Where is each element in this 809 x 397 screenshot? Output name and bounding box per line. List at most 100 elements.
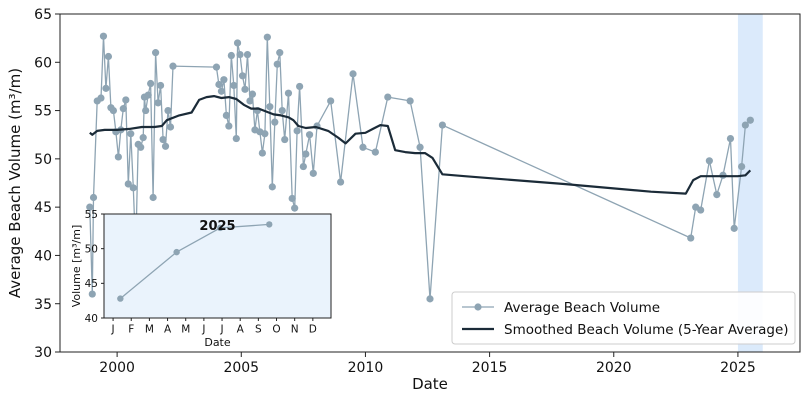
data-point xyxy=(230,81,238,90)
legend: Average Beach Volume Smoothed Beach Volum… xyxy=(451,291,796,345)
inset-x-tick-label: M xyxy=(145,324,154,336)
x-tick-label: 2020 xyxy=(596,360,632,376)
data-point xyxy=(109,106,117,115)
data-point xyxy=(236,50,244,59)
data-point xyxy=(119,105,127,113)
data-point xyxy=(276,49,284,57)
data-point xyxy=(271,118,279,126)
y-tick-label: 30 xyxy=(34,345,52,361)
data-point xyxy=(337,178,345,186)
data-point xyxy=(88,290,96,298)
data-point xyxy=(291,204,299,212)
inset-y-tick-label: 50 xyxy=(85,243,98,255)
data-point xyxy=(147,79,155,88)
data-point xyxy=(137,143,145,151)
inset-x-tick-label: N xyxy=(291,324,299,336)
data-point xyxy=(278,106,286,115)
data-point xyxy=(142,106,150,115)
data-point xyxy=(687,234,695,242)
data-point xyxy=(166,123,175,131)
y-tick-label: 40 xyxy=(34,248,52,264)
data-point xyxy=(726,134,735,143)
inset-x-tick-label: M xyxy=(181,324,190,336)
y-tick-label: 50 xyxy=(34,152,52,168)
inset-data-point xyxy=(217,224,224,232)
x-tick-label: 2025 xyxy=(720,360,756,376)
data-point xyxy=(225,122,233,130)
data-point xyxy=(261,130,269,138)
inset-x-tick-label: J xyxy=(219,324,223,336)
data-point xyxy=(258,149,266,157)
inset-y-tick-label: 55 xyxy=(85,209,98,221)
inset-x-tick-label: A xyxy=(237,324,245,336)
data-point xyxy=(273,60,281,68)
data-point xyxy=(697,206,705,214)
y-tick-label: 55 xyxy=(34,104,52,120)
data-point xyxy=(114,153,122,161)
data-point xyxy=(349,70,357,78)
data-point xyxy=(730,224,738,232)
data-point xyxy=(124,180,132,188)
data-point xyxy=(149,193,157,202)
data-point xyxy=(129,184,137,192)
data-point xyxy=(104,52,113,61)
legend-item-label: Average Beach Volume xyxy=(504,300,660,316)
data-point xyxy=(296,82,304,91)
data-point xyxy=(212,63,221,71)
data-point xyxy=(359,143,367,151)
data-point xyxy=(263,33,271,41)
inset-x-tick-label: A xyxy=(164,324,172,336)
data-point xyxy=(89,193,98,202)
data-point xyxy=(243,50,252,59)
legend-item-label: Smoothed Beach Volume (5-Year Average) xyxy=(504,322,789,338)
data-point xyxy=(309,169,317,177)
inset-y-axis-label: Volume [m³/m] xyxy=(70,225,83,308)
data-point xyxy=(169,62,177,70)
x-tick-label: 2000 xyxy=(99,360,135,376)
data-point xyxy=(281,135,289,144)
data-point xyxy=(741,121,749,129)
data-point xyxy=(293,127,301,135)
data-point xyxy=(302,150,310,158)
data-point xyxy=(288,194,296,203)
y-tick-label: 35 xyxy=(34,297,52,313)
data-point xyxy=(222,111,230,119)
data-point xyxy=(305,131,314,139)
data-point xyxy=(738,162,746,171)
data-point xyxy=(154,99,162,107)
data-point xyxy=(152,49,160,57)
data-point xyxy=(86,203,94,211)
axes-frame xyxy=(59,13,801,353)
data-point xyxy=(746,116,754,124)
data-point xyxy=(416,143,424,151)
data-point xyxy=(371,148,379,156)
y-tick-label: 60 xyxy=(34,55,52,71)
inset-data-point xyxy=(117,295,124,302)
inset-plot-background xyxy=(104,214,331,318)
inset-axes-frame xyxy=(103,213,332,319)
data-point xyxy=(215,80,223,89)
data-point xyxy=(144,91,152,99)
y-tick-label: 45 xyxy=(34,200,52,216)
inset-y-tick-label: 45 xyxy=(85,278,98,290)
data-point xyxy=(164,106,172,115)
data-point xyxy=(156,81,165,90)
data-point xyxy=(233,39,242,47)
data-point xyxy=(384,93,392,101)
x-tick-label: 2005 xyxy=(223,360,259,376)
legend-box xyxy=(451,291,796,345)
data-point xyxy=(713,190,721,199)
data-point xyxy=(246,97,254,105)
inset-series-line-0 xyxy=(119,223,270,300)
data-point xyxy=(122,96,130,104)
data-point xyxy=(127,130,135,138)
data-point xyxy=(238,72,247,80)
y-tick-label: 65 xyxy=(34,7,52,23)
data-point xyxy=(217,87,226,95)
y-axis-label: Average Beach Volume (m³/m) xyxy=(6,68,24,298)
inset-data-point xyxy=(266,221,273,228)
inset-x-tick-label: J xyxy=(111,324,115,336)
data-point xyxy=(99,32,108,40)
